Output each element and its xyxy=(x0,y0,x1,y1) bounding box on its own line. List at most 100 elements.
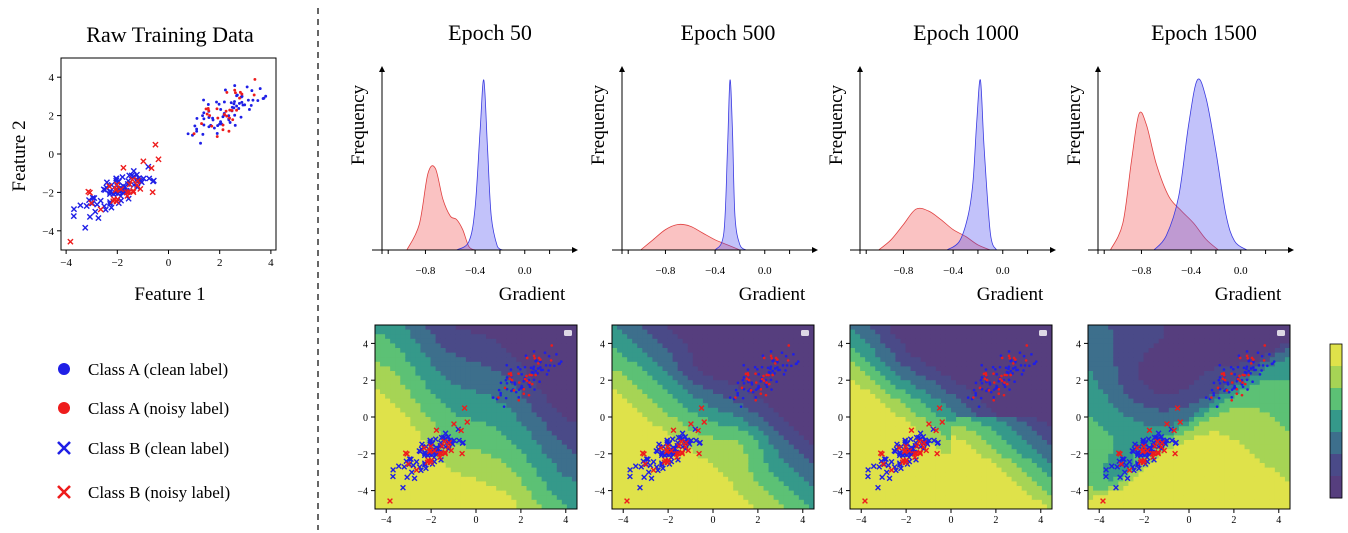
contour-cell xyxy=(491,389,497,395)
marker-class-b-noisy xyxy=(106,183,113,190)
contour-cell xyxy=(647,440,653,446)
marker-class-a-clean xyxy=(766,366,770,370)
contour-cell xyxy=(971,453,977,459)
contour-cell xyxy=(951,407,957,413)
contour-cell xyxy=(526,444,533,450)
contour-cell xyxy=(440,348,447,354)
marker-class-a-noisy xyxy=(510,378,514,382)
contour-cell xyxy=(855,499,861,505)
contour-cell xyxy=(738,412,744,418)
contour-cell xyxy=(400,490,406,496)
contour-cell xyxy=(875,444,881,450)
contour-cell xyxy=(622,338,628,344)
contour-cell xyxy=(486,486,492,492)
contour-cell xyxy=(486,453,492,459)
contour-cell xyxy=(546,449,553,455)
contour-cell xyxy=(860,463,866,469)
contour-cell xyxy=(642,407,648,413)
contour-cell xyxy=(723,472,729,478)
contour-cell xyxy=(521,435,528,441)
contour-cell xyxy=(743,412,749,418)
contour-cell xyxy=(966,421,972,427)
contour-cell xyxy=(450,426,457,432)
contour-cell xyxy=(410,371,416,377)
contour-cell xyxy=(420,389,427,395)
contour-cell xyxy=(687,352,694,358)
contour-cell xyxy=(420,375,427,381)
contour-cell xyxy=(455,334,462,340)
contour-cell xyxy=(728,490,734,496)
contour-cell xyxy=(860,407,866,413)
contour-cell xyxy=(476,444,482,450)
contour-cell xyxy=(707,389,714,395)
contour-cell xyxy=(677,348,684,354)
contour-cell xyxy=(511,486,517,492)
contour-cell xyxy=(855,426,861,432)
contour-cell xyxy=(672,467,679,473)
contour-cell xyxy=(531,389,538,395)
contour-cell xyxy=(430,444,437,450)
contour-cell xyxy=(556,463,563,469)
contour-cell xyxy=(450,435,457,441)
contour-cell xyxy=(971,352,977,358)
contour-cell xyxy=(571,361,577,367)
contour-cell xyxy=(400,504,406,509)
contour-cell xyxy=(380,343,386,349)
contour-cell xyxy=(793,481,800,487)
contour-cell xyxy=(885,384,891,390)
contour-cell xyxy=(956,398,962,404)
contour-cell xyxy=(476,453,482,459)
contour-cell xyxy=(637,403,643,409)
contour-cell xyxy=(460,435,467,441)
contour-cell xyxy=(743,417,749,423)
contour-cell xyxy=(617,412,623,418)
contour-cell xyxy=(425,421,432,427)
contour-cell xyxy=(400,371,406,377)
contour-cell xyxy=(961,398,967,404)
contour-cell xyxy=(561,366,568,372)
contour-cell xyxy=(440,467,447,473)
contour-cell xyxy=(496,435,502,441)
contour-cell xyxy=(622,389,628,395)
contour-cell xyxy=(541,499,548,505)
contour-cell xyxy=(566,338,573,344)
contour-cell xyxy=(405,398,411,404)
marker-class-b-clean xyxy=(408,456,414,463)
contour-cell xyxy=(808,417,814,423)
contour-cell xyxy=(430,490,437,496)
contour-cell xyxy=(430,472,437,478)
contour-cell xyxy=(702,435,709,441)
contour-cell xyxy=(526,389,533,395)
contour-cell xyxy=(425,499,432,505)
contour-cell xyxy=(546,426,553,432)
contour-cell xyxy=(865,440,871,446)
contour-cell xyxy=(783,490,790,496)
contour-cell xyxy=(501,361,507,367)
contour-cell xyxy=(773,499,780,505)
contour-cell xyxy=(612,366,618,372)
marker-class-a-noisy xyxy=(525,356,529,360)
contour-cell xyxy=(435,417,442,423)
contour-cell xyxy=(713,499,719,505)
contour-cell xyxy=(652,398,659,404)
marker-class-a-clean xyxy=(558,362,562,365)
contour-cell xyxy=(380,357,386,363)
contour-cell xyxy=(435,472,442,478)
contour-cell xyxy=(566,458,573,464)
contour-cell xyxy=(506,380,512,386)
contour-cell xyxy=(566,495,573,501)
contour-cell xyxy=(380,403,386,409)
contour-cell xyxy=(571,444,577,450)
contour-cell xyxy=(430,476,437,482)
contour-cell xyxy=(481,472,487,478)
contour-cell xyxy=(803,334,810,340)
contour-cell xyxy=(793,398,800,404)
contour-cell xyxy=(768,426,775,432)
contour-cell xyxy=(435,338,442,344)
contour-cell xyxy=(935,329,942,335)
contour-cell xyxy=(460,334,467,340)
contour-cell xyxy=(798,394,805,400)
contour-cell xyxy=(481,417,487,423)
contour-cell xyxy=(910,371,917,377)
